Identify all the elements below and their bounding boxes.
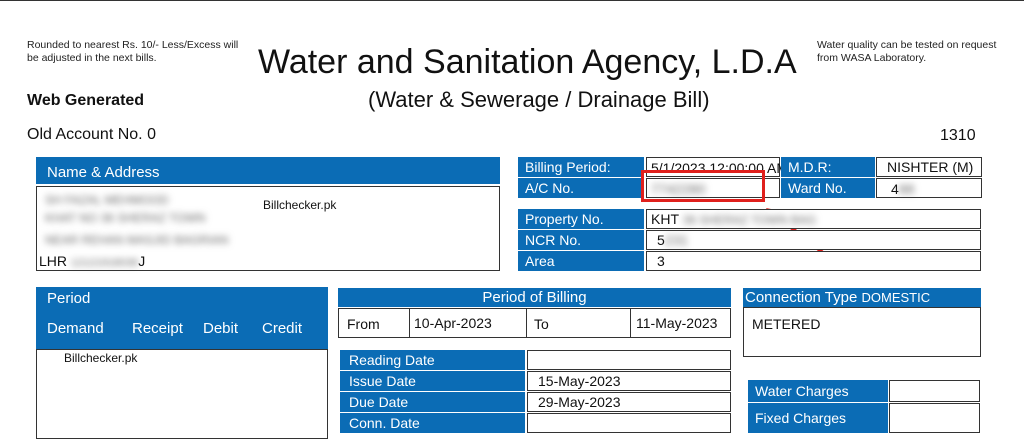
ward-no-hidden: 88 (898, 181, 915, 197)
old-account-value: 0 (147, 126, 156, 143)
credit-label: Credit (262, 320, 303, 337)
address-line-3: NEAR REHAN MASJID BAGRIAN (45, 233, 229, 247)
period-watermark: Billchecker.pk (64, 351, 138, 365)
conn-date-value (527, 413, 731, 433)
web-generated-label: Web Generated (27, 92, 145, 109)
divider (630, 309, 631, 337)
billing-period-label: Billing Period: (518, 157, 644, 177)
period-row: From 10-Apr-2023 To 11-May-2023 (338, 308, 731, 338)
bill-number: 1310 (940, 127, 976, 144)
issue-date-value: 15-May-2023 (527, 371, 731, 391)
from-date: 10-Apr-2023 (414, 315, 492, 331)
fixed-charges-label: Fixed Charges (748, 403, 888, 433)
rounding-note: Rounded to nearest Rs. 10/- Less/Excess … (27, 39, 239, 64)
name-address-header: Name & Address (36, 157, 500, 184)
top-rule (0, 0, 1024, 1)
mdr-value: NISHTER (M) (876, 157, 982, 177)
due-date-value: 29-May-2023 (527, 392, 731, 412)
area-label: Area (518, 251, 644, 271)
reading-date-value (527, 350, 731, 370)
reading-date-label: Reading Date (340, 350, 525, 370)
ac-no-label: A/C No. (518, 178, 644, 198)
property-no-label: Property No. (518, 209, 644, 229)
connection-type-header: Connection Type DOMESTIC (743, 288, 981, 307)
address-city: LHR (39, 253, 68, 269)
ward-no-label: Ward No. (781, 178, 875, 198)
address-line-4: LHR 12121918036J (39, 253, 145, 269)
water-quality-note: Water quality can be tested on request f… (817, 39, 997, 64)
receipt-label: Receipt (132, 320, 183, 337)
area-value: 3 (646, 251, 981, 271)
period-of-billing-header: Period of Billing (338, 288, 731, 307)
old-account-row: Old Account No. 0 (27, 126, 156, 144)
old-account-label: Old Account No. (27, 126, 143, 143)
ncr-no-label: NCR No. (518, 230, 644, 250)
issue-date-label: Issue Date (340, 371, 525, 391)
address-cnic: 12121918036 (70, 257, 139, 269)
water-charges-label: Water Charges (748, 380, 888, 402)
connection-type-value: DOMESTIC (861, 290, 931, 305)
highlight-box (641, 170, 765, 202)
fixed-charges-value (889, 403, 980, 433)
ward-no-value: 488 (876, 178, 982, 198)
ncr-no-value: 5231 (646, 230, 981, 250)
property-no-hidden: 36 SHERAZ TOWN BAG (682, 213, 817, 227)
period-label: Period (47, 290, 91, 307)
ncr-no-digit: 5 (657, 232, 665, 248)
period-body: Billchecker.pk (36, 349, 328, 439)
period-header: Period Demand Receipt Debit Credit (36, 287, 328, 349)
from-label: From (347, 316, 380, 332)
water-charges-value (889, 380, 980, 402)
connection-body: METERED (743, 307, 981, 357)
conn-date-label: Conn. Date (340, 413, 525, 433)
name-address-box: SH FAZAL MEHMOOD KHAT NO 36 SHERAZ TOWN … (36, 186, 500, 271)
ac-no-number: 7742280 (651, 181, 706, 197)
divider (409, 309, 410, 337)
address-line-2: KHAT NO 36 SHERAZ TOWN (45, 211, 206, 225)
ncr-no-hidden: 231 (664, 232, 689, 248)
to-date: 11-May-2023 (636, 315, 718, 331)
ac-no-value: 7742280 (646, 178, 780, 198)
to-label: To (534, 316, 549, 332)
watermark-text: Billchecker.pk (263, 198, 337, 212)
metered-label: METERED (752, 316, 821, 332)
demand-label: Demand (47, 320, 104, 337)
due-date-label: Due Date (340, 392, 525, 412)
address-line-1: SH FAZAL MEHMOOD (45, 193, 169, 207)
address-suffix: J (138, 253, 146, 269)
property-no-value: KHT 36 SHERAZ TOWN BAG (646, 209, 981, 229)
property-no-prefix: KHT (651, 211, 679, 227)
page-title: Water and Sanitation Agency, L.D.A (258, 43, 797, 81)
mdr-label: M.D.R: (781, 157, 875, 177)
ward-no-digit: 4 (891, 181, 899, 197)
divider (526, 309, 527, 337)
connection-type-label: Connection Type (745, 289, 858, 306)
debit-label: Debit (203, 320, 239, 337)
page-subtitle: (Water & Sewerage / Drainage Bill) (368, 87, 710, 112)
